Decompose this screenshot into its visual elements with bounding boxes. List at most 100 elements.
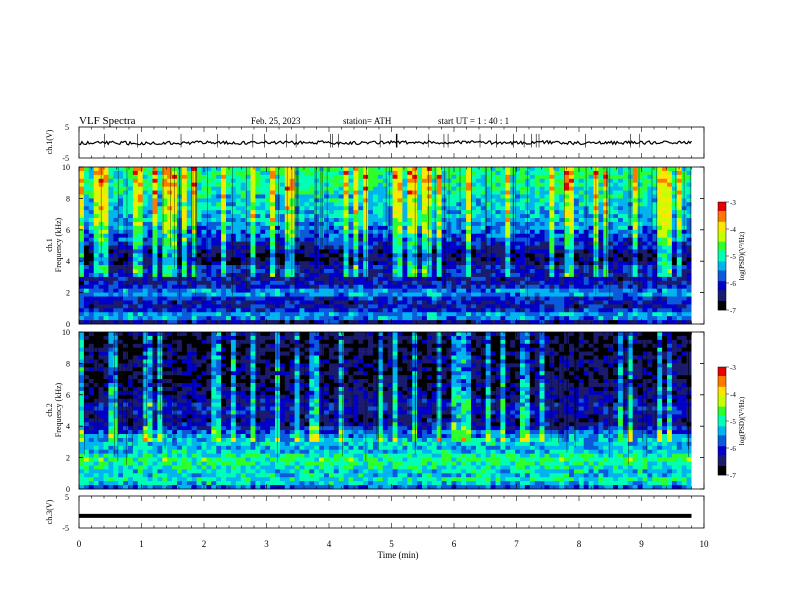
spectrogram-cell	[652, 288, 658, 293]
spectrogram-cell	[314, 300, 320, 305]
spectrogram-cell	[128, 288, 134, 293]
spectrogram-cell	[137, 237, 143, 242]
spectrogram-cell	[142, 292, 148, 297]
spectrogram-cell	[338, 249, 344, 254]
spectrogram-cell	[426, 174, 433, 180]
spectrogram-cell	[431, 237, 437, 242]
spectrogram-cell	[83, 233, 90, 238]
spectrogram-cell	[671, 253, 678, 258]
spectrogram-cell	[387, 182, 393, 187]
spectrogram-cell	[431, 300, 437, 305]
spectrogram-cell	[436, 229, 442, 235]
spectrogram-cell	[642, 178, 648, 183]
spectrogram-cell	[632, 202, 638, 207]
spectrogram-cell	[113, 308, 119, 313]
spectrogram-cell	[211, 182, 217, 187]
spectrogram-cell	[647, 198, 653, 203]
spectrogram-cell	[353, 300, 359, 305]
spectrogram-cell	[603, 225, 609, 231]
spectrogram-cell	[343, 174, 349, 180]
spectrogram-cell	[309, 261, 315, 266]
spectrogram-cell	[260, 210, 266, 215]
spectrogram-cell	[603, 202, 609, 207]
spectrogram-cell	[608, 249, 614, 254]
spectrogram-cell	[118, 170, 124, 176]
spectrogram-cell	[461, 284, 467, 289]
spectrogram-cell	[270, 198, 276, 203]
spectrogram-cell	[304, 308, 310, 313]
spectrogram-cell	[392, 316, 398, 321]
spectrogram-cell	[642, 221, 648, 227]
spectrogram-cell	[500, 202, 506, 207]
spectrogram-cell	[216, 241, 222, 246]
spectrogram-cell	[613, 178, 619, 183]
spectrogram-cell	[206, 233, 212, 238]
spectrogram-cell	[387, 174, 393, 180]
spectrogram-cell	[667, 198, 673, 203]
spectrogram-cell	[387, 249, 393, 254]
spectrogram-cell	[554, 167, 560, 172]
spectrogram-cell	[495, 292, 501, 297]
spectrogram-cell	[495, 186, 501, 191]
spectrogram-cell	[426, 170, 433, 176]
spectrogram-cell	[348, 276, 354, 282]
spectrogram-cell	[534, 265, 540, 270]
spectrogram-cell	[407, 229, 413, 235]
spectrogram-cell	[333, 202, 339, 207]
spectrogram-cell	[559, 233, 565, 238]
spectrogram-cell	[147, 269, 153, 274]
spectrogram-cell	[676, 296, 682, 301]
spectrogram-cell	[622, 190, 629, 195]
spectrogram-cell	[358, 214, 364, 219]
spectrogram-cell	[201, 241, 207, 246]
spectrogram-cell	[642, 194, 648, 199]
spectrogram-cell	[103, 218, 109, 223]
spectrogram-cell	[632, 214, 638, 219]
spectrogram-cell	[177, 316, 183, 321]
spectrogram-cell	[123, 296, 129, 301]
spectrogram-cell	[520, 272, 526, 278]
spectrogram-cell	[662, 237, 668, 242]
spectrogram-cell	[632, 288, 638, 293]
spectrogram-cell	[328, 316, 335, 321]
spectrogram-cell	[412, 284, 418, 289]
spectrogram-cell	[230, 245, 237, 250]
spectrogram-cell	[373, 296, 379, 301]
spectrogram-cell	[196, 218, 202, 223]
spectrogram-cell	[368, 265, 374, 270]
spectrogram-cell	[657, 272, 663, 278]
spectrogram-cell	[475, 261, 482, 266]
spectrogram-cell	[456, 253, 462, 258]
spectrogram-cell	[108, 249, 114, 254]
spectrogram-cell	[515, 218, 521, 223]
spectrogram-cell	[407, 312, 413, 317]
spectrogram-cell	[495, 221, 501, 227]
spectrogram-cell	[622, 261, 629, 266]
spectrogram-cell	[451, 284, 457, 289]
spectrogram-cell	[608, 292, 614, 297]
spectrogram-cell	[608, 229, 614, 235]
spectrogram-cell	[353, 206, 359, 211]
spectrogram-cell	[226, 167, 232, 172]
spectrogram-cell	[250, 296, 256, 301]
spectrogram-cell	[613, 312, 619, 317]
spectrogram-cell	[343, 300, 349, 305]
spectrogram-cell	[103, 292, 109, 297]
spectrogram-cell	[520, 308, 526, 313]
spectrogram-cell	[417, 272, 423, 278]
spectrogram-cell	[652, 284, 658, 289]
spectrogram-cell	[250, 272, 256, 278]
spectrogram-cell	[485, 170, 491, 176]
spectrogram-cell	[98, 265, 104, 270]
spectrogram-cell	[549, 210, 555, 215]
spectrogram-cell	[186, 280, 192, 286]
spectrogram-cell	[613, 241, 619, 246]
spectrogram-cell	[397, 276, 403, 282]
spectrogram-cell	[647, 237, 653, 242]
spectrogram-cell	[642, 245, 648, 250]
spectrogram-cell	[485, 237, 491, 242]
spectrogram-cell	[578, 280, 584, 286]
spectrogram-cell	[132, 316, 139, 321]
spectrogram-cell	[162, 202, 168, 207]
spectrogram-cell	[618, 210, 624, 215]
